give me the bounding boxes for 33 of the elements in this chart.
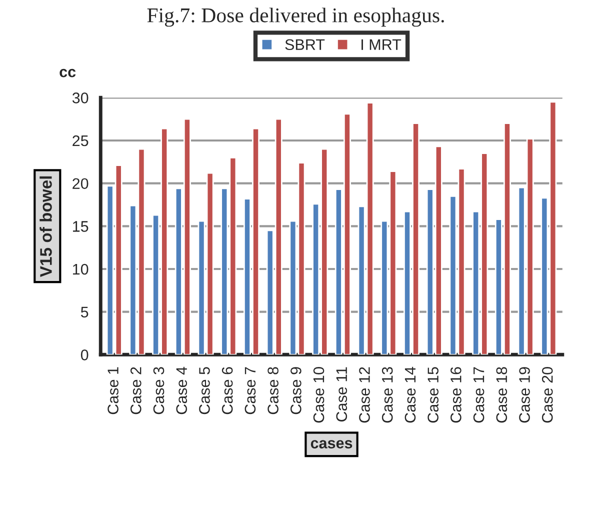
x-tick-label: Case 1 bbox=[108, 367, 118, 414]
y-tick-label: 25 bbox=[72, 135, 88, 146]
x-tick-label: Case 13 bbox=[382, 367, 393, 423]
x-tick-label: Case 18 bbox=[496, 367, 508, 423]
x-tick-label: Case 4 bbox=[176, 366, 188, 414]
legend-label: I MRT bbox=[362, 39, 402, 50]
x-tick-label: Case 5 bbox=[199, 367, 210, 414]
y-tick-label: 15 bbox=[73, 221, 88, 232]
x-tick-label: Case 12 bbox=[359, 367, 370, 423]
x-tick-label: Case 20 bbox=[542, 367, 553, 423]
text: cc bbox=[60, 68, 76, 78]
x-tick-label: Case 16 bbox=[450, 367, 462, 423]
x-tick-label: Case 6 bbox=[222, 367, 233, 414]
chart-title: Fig.7: Dose delivered in esophagus. bbox=[147, 8, 444, 27]
y-tick-label: 5 bbox=[80, 306, 88, 318]
x-tick-label: Case 19 bbox=[519, 367, 530, 423]
y-tick-label: 10 bbox=[73, 264, 88, 275]
x-tick-label: Case 11 bbox=[336, 367, 348, 422]
x-tick-label: Case 8 bbox=[268, 367, 278, 414]
legend-label: SBRT bbox=[285, 39, 325, 50]
x-tick-label: Case 7 bbox=[244, 367, 256, 414]
y-axis-title: V15 of bowel bbox=[40, 176, 52, 277]
y-tick-label: 0 bbox=[80, 350, 88, 360]
x-tick-label: Case 14 bbox=[404, 366, 416, 423]
y-tick-label: 30 bbox=[72, 92, 88, 104]
x-tick-label: Case 10 bbox=[313, 367, 324, 423]
x-tick-label: Case 17 bbox=[473, 367, 484, 423]
x-tick-label: Case 9 bbox=[290, 367, 302, 414]
x-tick-label: Case 3 bbox=[153, 367, 164, 414]
y-tick-label: 20 bbox=[72, 178, 88, 190]
x-tick-label: Case 15 bbox=[428, 367, 438, 423]
x-tick-label: Case 2 bbox=[130, 367, 142, 414]
x-axis-title: cases bbox=[310, 440, 352, 448]
